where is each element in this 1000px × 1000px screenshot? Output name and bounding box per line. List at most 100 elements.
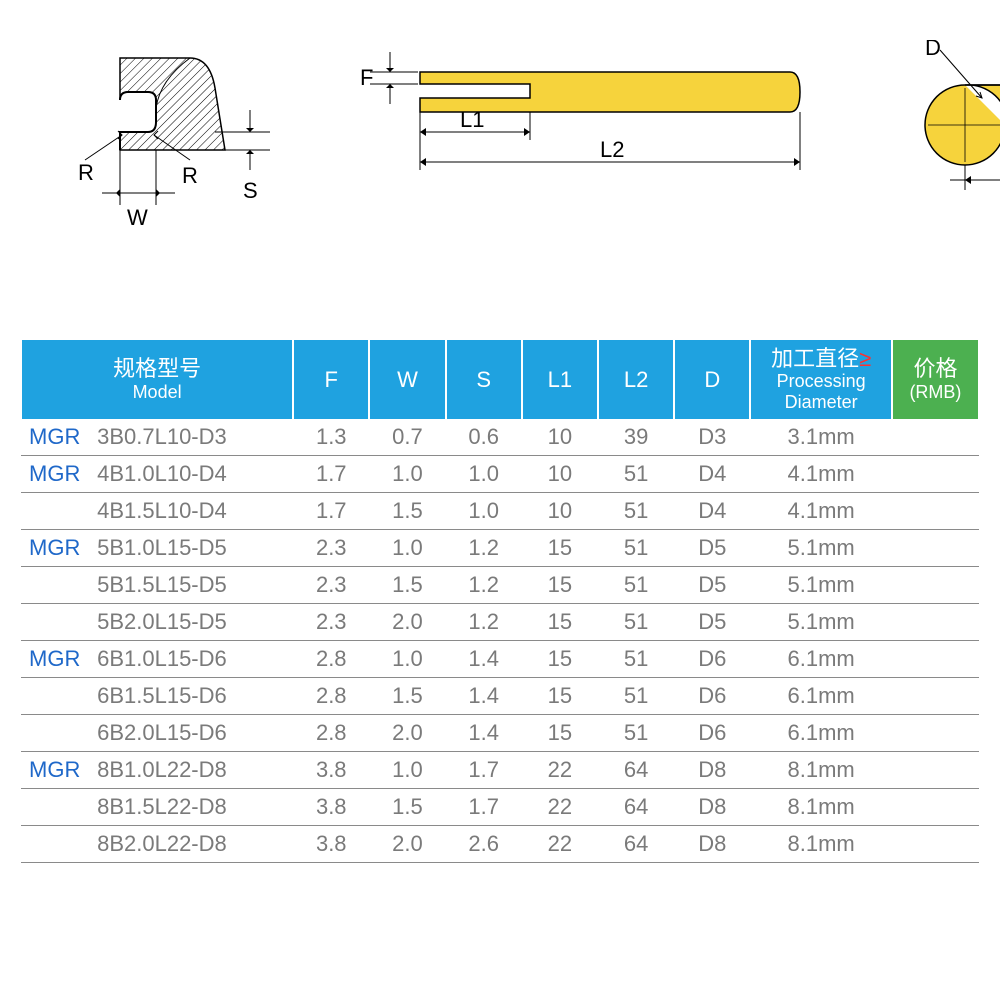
cell-PD: 8.1mm [750, 825, 892, 862]
cell-PD: 6.1mm [750, 677, 892, 714]
cell-L2: 51 [598, 455, 674, 492]
cell-S: 1.4 [446, 640, 522, 677]
table-row: MGR 5B1.0L15-D52.31.01.21551D55.1mm [21, 529, 979, 566]
cell-S: 1.7 [446, 751, 522, 788]
cell-D: D8 [674, 825, 750, 862]
cell-L2: 51 [598, 640, 674, 677]
label-D: D [925, 40, 941, 60]
cell-price [892, 492, 979, 529]
cell-PD: 5.1mm [750, 529, 892, 566]
cell-F: 3.8 [293, 825, 369, 862]
table-row: MGR 3B0.7L10-D31.30.70.61039D33.1mm [21, 419, 979, 456]
cell-D: D5 [674, 566, 750, 603]
table-row: MGR 8B1.0L22-D83.81.01.72264D88.1mm [21, 751, 979, 788]
cell-F: 2.3 [293, 566, 369, 603]
cell-S: 0.6 [446, 419, 522, 456]
cell-price [892, 603, 979, 640]
table-row: MGR 4B1.5L10-D41.71.51.01051D44.1mm [21, 492, 979, 529]
cell-L1: 22 [522, 751, 598, 788]
col-L2: L2 [598, 340, 674, 419]
cell-D: D8 [674, 788, 750, 825]
cell-L1: 10 [522, 419, 598, 456]
cell-F: 2.8 [293, 640, 369, 677]
col-processing-diameter: 加工直径≥ Processing Diameter [750, 340, 892, 419]
cell-W: 1.0 [369, 751, 445, 788]
cell-D: D6 [674, 677, 750, 714]
diagram-row: R R W S [20, 40, 980, 250]
cell-model: MGR 6B1.0L15-D6 [21, 640, 293, 677]
cell-L2: 51 [598, 492, 674, 529]
cell-S: 2.6 [446, 825, 522, 862]
diagram-side-view: F L1 L2 [350, 40, 830, 210]
cell-S: 1.0 [446, 455, 522, 492]
cell-L1: 15 [522, 529, 598, 566]
cell-L2: 51 [598, 566, 674, 603]
cell-PD: 5.1mm [750, 603, 892, 640]
table-row: MGR 6B1.0L15-D62.81.01.41551D66.1mm [21, 640, 979, 677]
label-R1: R [78, 160, 94, 185]
table-row: MGR 8B1.5L22-D83.81.51.72264D88.1mm [21, 788, 979, 825]
cell-L1: 10 [522, 492, 598, 529]
cell-PD: 5.1mm [750, 566, 892, 603]
cell-L2: 64 [598, 825, 674, 862]
table-row: MGR 5B1.5L15-D52.31.51.21551D55.1mm [21, 566, 979, 603]
cell-W: 1.5 [369, 492, 445, 529]
cell-F: 2.3 [293, 603, 369, 640]
cell-W: 2.0 [369, 603, 445, 640]
cell-L2: 64 [598, 788, 674, 825]
cell-D: D6 [674, 714, 750, 751]
cell-model: MGR 4B1.0L10-D4 [21, 455, 293, 492]
col-price: 价格 (RMB) [892, 340, 979, 419]
cell-W: 2.0 [369, 825, 445, 862]
cell-W: 1.5 [369, 677, 445, 714]
cell-S: 1.2 [446, 603, 522, 640]
cell-PD: 8.1mm [750, 788, 892, 825]
cell-S: 1.4 [446, 677, 522, 714]
col-model: 规格型号 Model [21, 340, 293, 419]
col-D: D [674, 340, 750, 419]
cell-S: 1.7 [446, 788, 522, 825]
cell-L1: 22 [522, 788, 598, 825]
cell-model: MGR 8B2.0L22-D8 [21, 825, 293, 862]
label-L1: L1 [460, 107, 484, 132]
cell-model: MGR 6B2.0L15-D6 [21, 714, 293, 751]
cell-price [892, 566, 979, 603]
cell-price [892, 788, 979, 825]
cell-L2: 51 [598, 714, 674, 751]
cell-F: 1.7 [293, 492, 369, 529]
cell-W: 2.0 [369, 714, 445, 751]
cell-S: 1.4 [446, 714, 522, 751]
cell-D: D8 [674, 751, 750, 788]
cell-D: D3 [674, 419, 750, 456]
cell-W: 1.5 [369, 788, 445, 825]
cell-W: 1.0 [369, 529, 445, 566]
cell-D: D4 [674, 492, 750, 529]
cell-model: MGR 8B1.0L22-D8 [21, 751, 293, 788]
cell-W: 1.0 [369, 455, 445, 492]
table-row: MGR 6B1.5L15-D62.81.51.41551D66.1mm [21, 677, 979, 714]
cell-price [892, 825, 979, 862]
cell-price [892, 529, 979, 566]
diagram-end-view: D H [890, 40, 1000, 210]
cell-L1: 10 [522, 455, 598, 492]
table-body: MGR 3B0.7L10-D31.30.70.61039D33.1mmMGR 4… [21, 419, 979, 863]
cell-L1: 15 [522, 603, 598, 640]
cell-PD: 4.1mm [750, 492, 892, 529]
table-row: MGR 6B2.0L15-D62.82.01.41551D66.1mm [21, 714, 979, 751]
cell-L1: 15 [522, 566, 598, 603]
label-R2: R [182, 163, 198, 188]
cell-F: 2.3 [293, 529, 369, 566]
label-W: W [127, 205, 148, 230]
cell-F: 1.3 [293, 419, 369, 456]
cell-PD: 4.1mm [750, 455, 892, 492]
cell-L1: 15 [522, 677, 598, 714]
cell-F: 3.8 [293, 751, 369, 788]
diagram-tip-profile: R R W S [60, 40, 290, 235]
cell-L1: 15 [522, 640, 598, 677]
cell-D: D4 [674, 455, 750, 492]
cell-PD: 8.1mm [750, 751, 892, 788]
cell-price [892, 640, 979, 677]
col-F: F [293, 340, 369, 419]
table-row: MGR 4B1.0L10-D41.71.01.01051D44.1mm [21, 455, 979, 492]
cell-price [892, 419, 979, 456]
